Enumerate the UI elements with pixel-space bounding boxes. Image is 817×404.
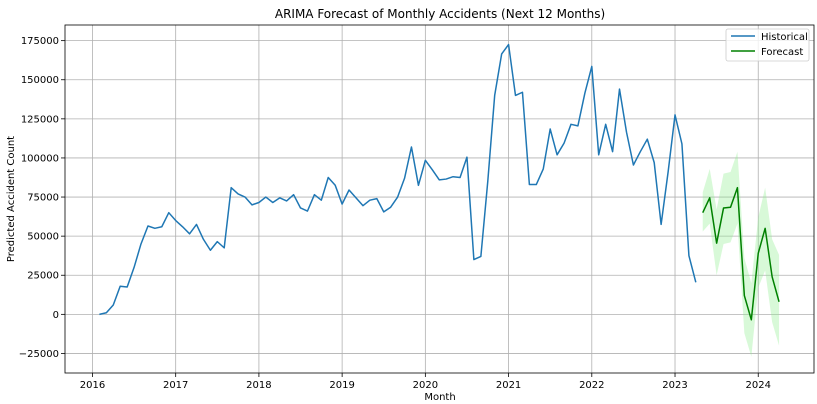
series-line-historical bbox=[99, 43, 697, 316]
plot-frame bbox=[65, 25, 814, 373]
chart-title: ARIMA Forecast of Monthly Accidents (Nex… bbox=[275, 7, 605, 21]
y-tick-label: 150000 bbox=[21, 75, 59, 86]
series-lines bbox=[99, 43, 780, 321]
grid-lines bbox=[65, 25, 814, 373]
y-tick-label: 0 bbox=[53, 310, 59, 321]
x-axis-ticks: 2016 2017 2018 2019 2020 2021 2022 2023 2024 bbox=[80, 373, 771, 391]
x-tick-label: 2023 bbox=[662, 380, 687, 391]
x-axis-label: Month bbox=[424, 392, 455, 403]
x-tick-label: 2024 bbox=[746, 380, 771, 391]
y-tick-label: 50000 bbox=[27, 232, 59, 243]
legend-label-forecast: Forecast bbox=[761, 47, 803, 58]
series-line-forecast bbox=[702, 186, 780, 321]
y-tick-label: 125000 bbox=[21, 114, 59, 125]
y-tick-label: 100000 bbox=[21, 153, 59, 164]
plot-area bbox=[64, 24, 815, 374]
y-axis-ticks: −25000 0 25000 50000 75000 100000 125000 150000… bbox=[19, 36, 65, 360]
y-tick-label: 25000 bbox=[27, 271, 59, 282]
x-tick-label: 2021 bbox=[496, 380, 521, 391]
forecast-confidence-band bbox=[702, 151, 780, 357]
y-axis-label: Predicted Accident Count bbox=[6, 136, 17, 262]
x-tick-label: 2016 bbox=[80, 380, 105, 391]
legend-label-historical: Historical bbox=[761, 32, 808, 43]
x-tick-label: 2018 bbox=[246, 380, 271, 391]
plot-border bbox=[64, 24, 815, 374]
x-tick-label: 2019 bbox=[329, 380, 354, 391]
forecast-band-area bbox=[702, 151, 780, 357]
legend: Historical Forecast bbox=[725, 28, 810, 62]
x-tick-label: 2020 bbox=[413, 380, 438, 391]
y-tick-label: 175000 bbox=[21, 36, 59, 47]
x-tick-label: 2017 bbox=[163, 380, 188, 391]
x-tick-label: 2022 bbox=[579, 380, 604, 391]
y-tick-label: 75000 bbox=[27, 193, 59, 204]
legend-box bbox=[725, 28, 810, 62]
y-tick-label: −25000 bbox=[19, 349, 59, 360]
